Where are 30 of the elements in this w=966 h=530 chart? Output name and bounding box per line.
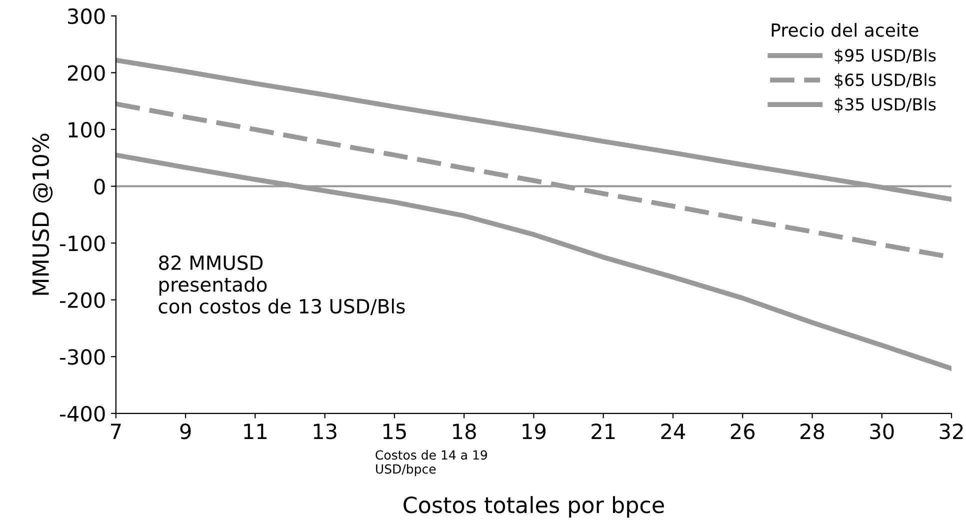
- y-axis-title: MMUSD @10%: [32, 134, 53, 295]
- x-tick-label: 11: [244, 424, 267, 439]
- x-axis-title: Costos totales por bpce: [404, 496, 664, 518]
- x-tick-label: 15: [383, 424, 406, 440]
- legend-title: Precio del aceite: [772, 22, 918, 37]
- x-tick-label: 18: [453, 423, 476, 440]
- y-tick-label: 100: [68, 122, 105, 138]
- x-tick-label: 9: [180, 423, 191, 440]
- line-series: [116, 152, 952, 371]
- y-tick-label: -100: [60, 235, 105, 252]
- y-tick-label: 300: [68, 8, 105, 24]
- x-tick-label: 28: [800, 423, 824, 440]
- legend-label: $35 USD/Bls: [834, 98, 936, 113]
- legend-label: $95 USD/Bls: [834, 48, 936, 64]
- y-tick-label: -400: [60, 406, 105, 422]
- y-tick-label: -300: [60, 349, 105, 365]
- legend-label: $65 USD/Bls: [834, 73, 936, 88]
- y-tick-label: 0: [94, 178, 105, 194]
- x-tick-label: 30: [870, 423, 894, 440]
- x-tick-label: 19: [522, 423, 546, 440]
- y-tick-label: 200: [68, 65, 105, 81]
- x-tick-label: 21: [592, 423, 615, 439]
- text: Costos de 14 a 19 USD/bpce: [376, 450, 488, 476]
- y-tick-label: -200: [60, 292, 105, 308]
- x-tick-label: 32: [940, 423, 963, 440]
- x-tick-label: 26: [730, 423, 755, 440]
- annotation: 82 MMUSD presentado con costos de 13 USD/Bls: [158, 255, 405, 316]
- x-tick-label: 24: [661, 423, 686, 439]
- x-tick-label: 7: [111, 424, 121, 439]
- x-tick-label: 13: [314, 423, 336, 440]
